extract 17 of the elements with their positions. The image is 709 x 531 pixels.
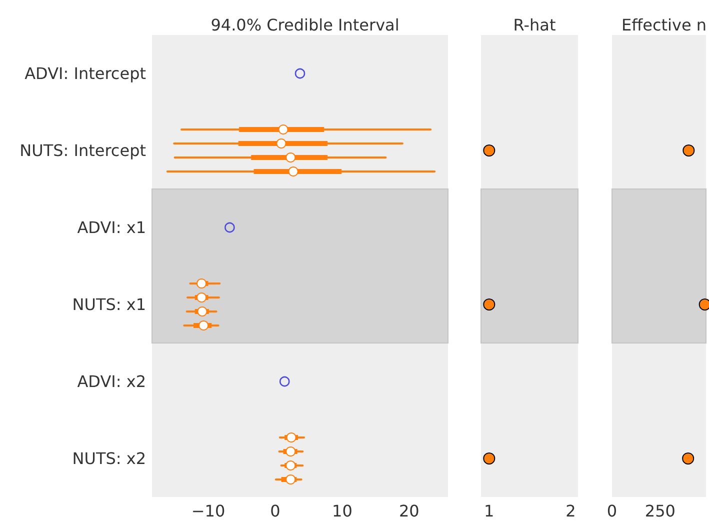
x-tick-label: 2 <box>566 502 576 520</box>
y-tick-label: NUTS: x2 <box>72 449 146 468</box>
x-tick-label: −10 <box>191 502 226 520</box>
x-tick-label: 0 <box>606 502 618 520</box>
y-tick-label: NUTS: Intercept <box>20 141 146 160</box>
x-tick-label: 1 <box>484 502 494 520</box>
y-tick-label: ADVI: x2 <box>77 372 146 391</box>
chart-title: Effective n <box>621 16 707 34</box>
x-tick-label: 20 <box>398 502 420 520</box>
x-tick-label: 250 <box>644 502 676 520</box>
chart-title: 94.0% Credible Interval <box>210 16 400 34</box>
y-tick-label: ADVI: x1 <box>77 218 146 237</box>
chart-title: R-hat <box>513 16 556 34</box>
x-tick-label: 10 <box>332 502 352 520</box>
x-tick-label: 0 <box>270 502 280 520</box>
y-tick-label: NUTS: x1 <box>72 295 146 314</box>
y-tick-label: ADVI: Intercept <box>24 64 146 83</box>
